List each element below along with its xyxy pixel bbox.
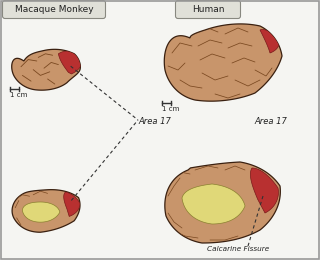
Polygon shape xyxy=(164,24,282,101)
Text: 1 cm: 1 cm xyxy=(10,92,28,98)
Polygon shape xyxy=(260,29,279,53)
Polygon shape xyxy=(22,202,60,222)
Text: 1 cm: 1 cm xyxy=(162,106,180,112)
Polygon shape xyxy=(250,168,278,213)
Text: Area 17: Area 17 xyxy=(138,118,171,127)
Text: Macaque Monkey: Macaque Monkey xyxy=(15,5,93,14)
FancyBboxPatch shape xyxy=(3,1,106,18)
Text: Calcarine Fissure: Calcarine Fissure xyxy=(207,246,269,252)
Polygon shape xyxy=(58,51,81,74)
Polygon shape xyxy=(182,184,245,224)
Text: Area 17: Area 17 xyxy=(254,118,287,127)
Polygon shape xyxy=(12,49,80,90)
FancyBboxPatch shape xyxy=(175,1,241,18)
Polygon shape xyxy=(12,190,80,232)
Polygon shape xyxy=(64,192,80,216)
Polygon shape xyxy=(165,162,280,243)
Text: Human: Human xyxy=(192,5,224,14)
